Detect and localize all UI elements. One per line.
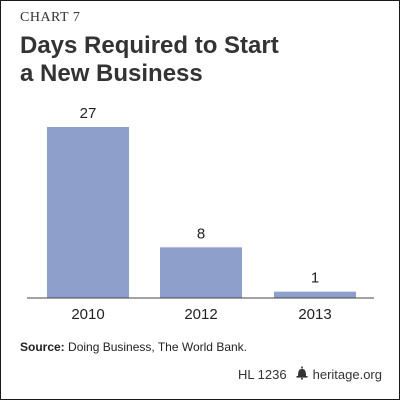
- x-tick-2012: 2012: [184, 306, 217, 323]
- report-code: HL 1236: [237, 367, 287, 382]
- bar-2013: [274, 291, 356, 298]
- data-label-2010: 27: [80, 105, 97, 122]
- liberty-bell-icon: [295, 366, 309, 383]
- source-note: Source: Doing Business, The World Bank.: [20, 340, 247, 354]
- bar-2012: [160, 247, 242, 298]
- bar-2010: [47, 127, 129, 298]
- chart-title-line-1: Days Required to Start: [20, 32, 279, 59]
- chart-number: CHART 7: [20, 10, 81, 25]
- source-text: Doing Business, The World Bank.: [64, 340, 248, 354]
- data-label-2013: 1: [311, 270, 319, 287]
- footer: HL 1236 heritage.org: [238, 366, 382, 383]
- x-tick-2013: 2013: [298, 306, 331, 323]
- chart-title: Days Required to Start a New Business: [20, 32, 360, 88]
- chart-title-line-2: a New Business: [20, 60, 203, 87]
- source-label: Source:: [20, 340, 65, 354]
- data-label-2012: 8: [197, 225, 205, 242]
- site-link[interactable]: heritage.org: [312, 367, 382, 382]
- x-tick-2010: 2010: [71, 306, 104, 323]
